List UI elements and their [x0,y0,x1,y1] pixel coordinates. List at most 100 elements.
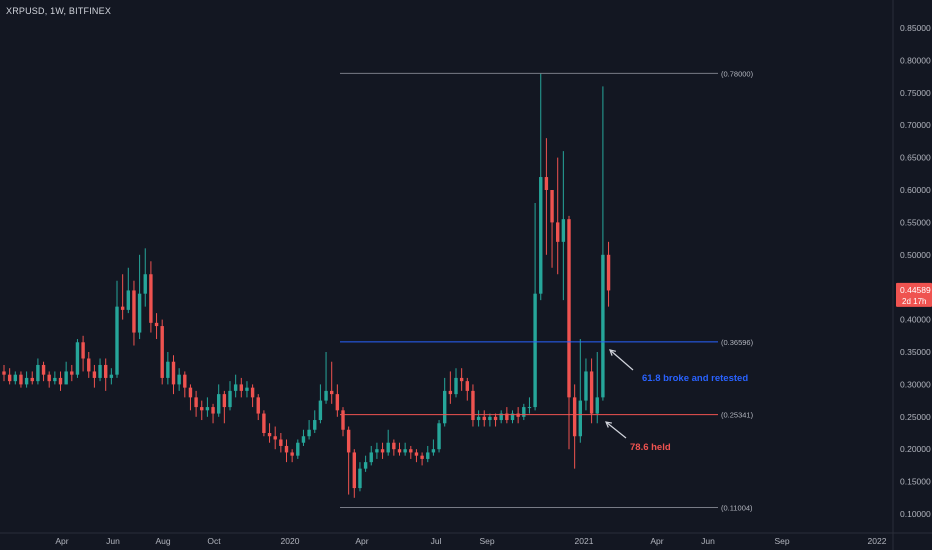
candle-body [595,397,599,414]
candle-body [397,449,402,453]
annotation-arrow [605,421,627,439]
candle-body [245,387,249,391]
candle-body [335,394,340,411]
candle-body [330,390,334,395]
candle-body [126,290,130,310]
candle-body [589,371,594,414]
time-axis-label: Sep [479,536,494,546]
candle-body [527,407,532,409]
bar-countdown: 2d 17h [902,297,926,306]
candle-body [516,413,520,417]
candle-body [386,442,390,453]
candle-body [137,293,142,333]
candle-body [476,416,481,421]
candle-body [211,407,215,414]
candle-body [47,374,51,382]
time-axis-label: Jun [701,536,715,546]
candle-body [369,452,373,463]
candle-body [505,413,509,421]
candle-body [13,374,17,382]
candle-body [115,306,119,375]
fib-level-label: (0.25341) [721,411,754,420]
candle-body [104,364,108,378]
candle-body [36,364,40,382]
candle-body [132,290,136,333]
candle-body [426,452,430,459]
candle-body [109,374,114,378]
candle-body [149,274,153,323]
time-axis-label: Apr [355,536,368,546]
candle-body [606,254,611,291]
candle-body [420,455,424,459]
price-axis-label: 0.20000 [900,444,931,454]
current-price-badge [896,282,932,307]
candle-body [448,390,453,395]
candle-body [414,452,419,456]
candle-body [522,407,526,417]
time-axis-label: 2021 [575,536,594,546]
candle-body [584,371,588,401]
candle-body [205,407,210,411]
fib-level-label: (0.78000) [721,69,754,78]
candle-body [561,219,566,242]
candle-body [324,390,328,401]
candle-body [471,390,475,421]
candle-body [233,384,238,391]
candle-body [256,397,260,414]
candle-body [24,377,29,385]
candle-body [222,394,227,408]
candle-body [262,413,266,433]
candle-body [160,326,164,378]
candle-body [290,452,294,456]
candle-body [556,222,560,242]
candle-body [572,397,577,437]
candle-body [200,407,204,411]
candle-body [2,371,6,375]
time-axis-label: Sep [774,536,789,546]
candle-body [273,436,277,440]
candle-body [154,322,159,327]
candle-body [601,254,605,398]
candle-body [250,387,255,398]
current-price-value: 0.44589 [900,285,931,295]
price-axis-label: 0.50000 [900,250,931,260]
price-axis-label: 0.25000 [900,412,931,422]
candle-body [301,436,306,443]
candle-body [188,387,193,398]
annotation-arrowhead [609,349,616,356]
time-axis-label: Apr [650,536,663,546]
candle-body [409,449,413,453]
candle-body [92,371,97,378]
annotation-blue-text: 61.8 broke and retested [642,373,748,384]
candle-body [352,452,356,489]
candle-body [171,361,176,385]
candle-body [341,410,345,430]
price-axis-label: 0.15000 [900,477,931,487]
price-axis-label: 0.40000 [900,315,931,325]
annotation-arrow [609,349,634,371]
candle-body [228,390,232,408]
fib-level-label: (0.11004) [721,504,753,513]
time-axis-label: Oct [207,536,221,546]
annotation-red-text: 78.6 held [630,442,671,453]
candle-body [279,439,283,446]
candle-body [7,374,12,382]
candle-body [493,416,498,421]
price-axis-label: 0.65000 [900,153,931,163]
candle-body [41,364,46,375]
price-axis-label: 0.80000 [900,55,931,65]
candle-body [499,413,503,421]
candle-body [578,400,582,437]
candle-body [217,394,221,414]
candle-body [358,468,362,489]
candle-body [510,413,515,421]
candle-body [482,416,486,421]
candle-body [75,342,80,375]
candle-body [30,377,34,382]
candle-body [87,358,91,372]
candle-body [19,374,23,385]
time-axis-label: 2022 [868,536,887,546]
candle-body [437,423,441,450]
